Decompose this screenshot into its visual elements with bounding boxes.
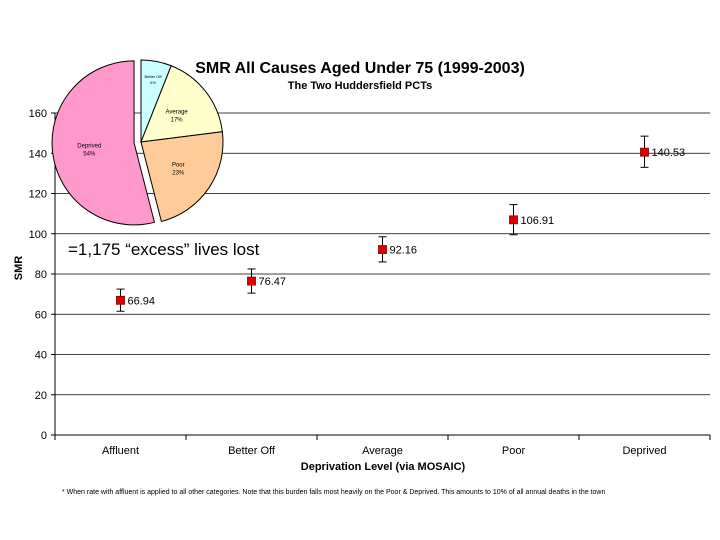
pie-slice-label: Poor — [172, 162, 185, 168]
axes: 0 20 40 60 80 100 120 140 160 Affluent Better Off A… — [29, 108, 711, 457]
footnote: * When rate with affluent is applied to … — [62, 489, 606, 496]
data-point — [640, 147, 649, 157]
x-tick-label: Poor — [502, 445, 526, 457]
y-tick-label: 80 — [35, 269, 47, 281]
data-label: 140.53 — [652, 147, 686, 159]
chart-title: SMR All Causes Aged Under 75 (1999-2003) — [195, 60, 525, 77]
y-tick-label: 60 — [35, 309, 47, 321]
pie-slice-pct: 23% — [172, 170, 185, 176]
pie-slice — [140, 131, 224, 223]
data-label: 76.47 — [259, 276, 287, 288]
pie-slice-label: Better Off — [144, 74, 162, 79]
x-tick-label: Better Off — [228, 445, 276, 457]
excess-lives-callout: =1,175 “excess” lives lost — [68, 240, 260, 259]
y-tick-label: 160 — [29, 108, 47, 120]
y-tick-label: 0 — [41, 430, 47, 442]
y-tick-label: 20 — [35, 390, 47, 402]
y-tick-label: 140 — [29, 148, 47, 160]
pie-slice — [51, 60, 156, 226]
data-point — [116, 295, 125, 305]
data-point — [247, 276, 256, 286]
x-axis-label: Deprivation Level (via MOSAIC) — [301, 461, 466, 473]
x-tick-label: Affluent — [102, 445, 139, 457]
pie-slice-pct: 54% — [83, 152, 96, 158]
data-point — [509, 215, 518, 225]
pie-slice-label: Deprived — [77, 144, 101, 150]
data-point — [378, 245, 387, 254]
x-tick-label: Average — [362, 445, 403, 457]
data-label: 92.16 — [390, 245, 418, 257]
pie-slice-label: Average — [166, 109, 189, 115]
data-marks: 66.94 76.47 92.16 106.91 140.53 — [116, 135, 686, 312]
y-tick-label: 100 — [29, 229, 47, 241]
pie-slice — [140, 65, 223, 143]
y-tick-label: 40 — [35, 350, 47, 362]
chart-subtitle: The Two Huddersfield PCTs — [287, 80, 433, 92]
pie-slice-pct: 6% — [150, 80, 156, 85]
pie-slice-pct: 17% — [171, 117, 184, 123]
y-axis-label: SMR — [13, 256, 25, 281]
y-tick-label: 120 — [29, 189, 47, 201]
x-tick-label: Deprived — [622, 445, 666, 457]
data-label: 106.91 — [521, 215, 555, 227]
data-label: 66.94 — [128, 295, 156, 307]
